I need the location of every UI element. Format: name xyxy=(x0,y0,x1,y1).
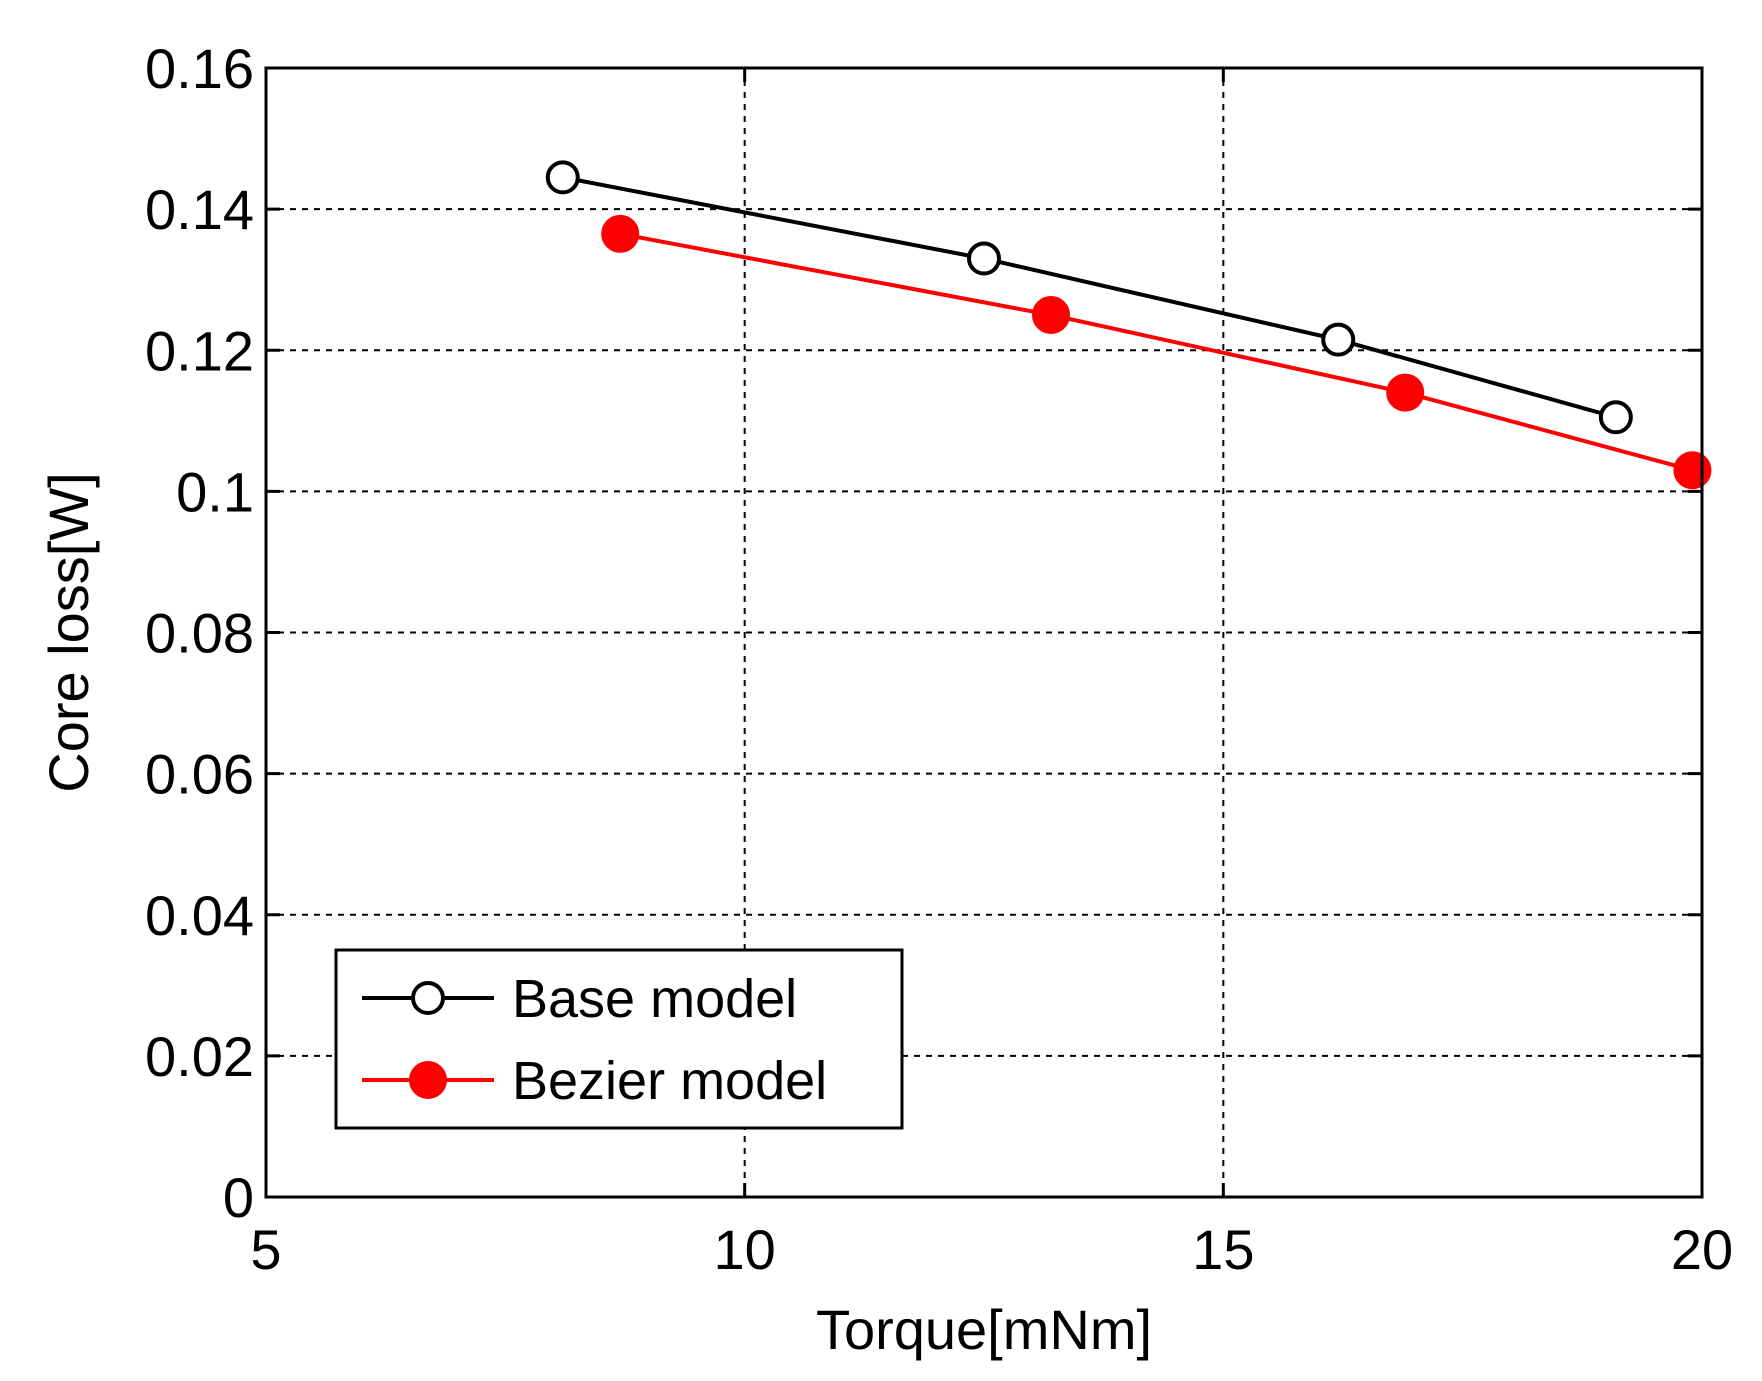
y-tick-label: 0.14 xyxy=(145,178,254,241)
series-line-bezier-model xyxy=(619,231,1693,473)
legend-marker-bezier-model xyxy=(409,1061,447,1099)
x-tick-label: 5 xyxy=(250,1218,281,1281)
data-point-base-model xyxy=(967,241,1001,276)
data-point-base-model xyxy=(1321,322,1356,357)
data-point-base-model xyxy=(545,160,580,195)
y-tick-label: 0.12 xyxy=(145,319,254,382)
data-point-bezier-model xyxy=(601,214,640,253)
series-layer xyxy=(545,160,1712,490)
y-tick-label: 0 xyxy=(223,1166,254,1229)
tick-layer: 5 10 15 20 0 0.02 0.04 0.06 0.08 0.1 0.12 0.14 0.16 xyxy=(145,37,1733,1281)
data-point-bezier-model xyxy=(1386,373,1425,412)
data-point-base-model xyxy=(1598,400,1633,435)
y-axis-label: Core loss[W] xyxy=(37,472,100,793)
y-tick-label: 0.1 xyxy=(176,460,254,523)
y-tick-label: 0.02 xyxy=(145,1025,254,1088)
y-tick-label: 0.08 xyxy=(145,602,254,665)
legend-label-base-model: Base model xyxy=(512,969,797,1029)
y-tick-label: 0.16 xyxy=(145,37,254,100)
x-tick-label: 15 xyxy=(1192,1218,1254,1281)
x-axis-label: Torque[mNm] xyxy=(816,1298,1152,1361)
x-tick-label: 20 xyxy=(1671,1218,1733,1281)
legend: Base model Bezier model xyxy=(334,948,904,1130)
data-point-bezier-model xyxy=(1032,295,1071,334)
y-tick-label: 0.04 xyxy=(145,884,254,947)
series-line-base-model xyxy=(562,175,1617,420)
x-tick-label: 10 xyxy=(714,1218,776,1281)
y-tick-label: 0.06 xyxy=(145,743,254,806)
legend-marker-base-model xyxy=(411,981,445,1015)
legend-label-bezier-model: Bezier model xyxy=(512,1051,827,1111)
data-point-bezier-model xyxy=(1673,451,1712,490)
